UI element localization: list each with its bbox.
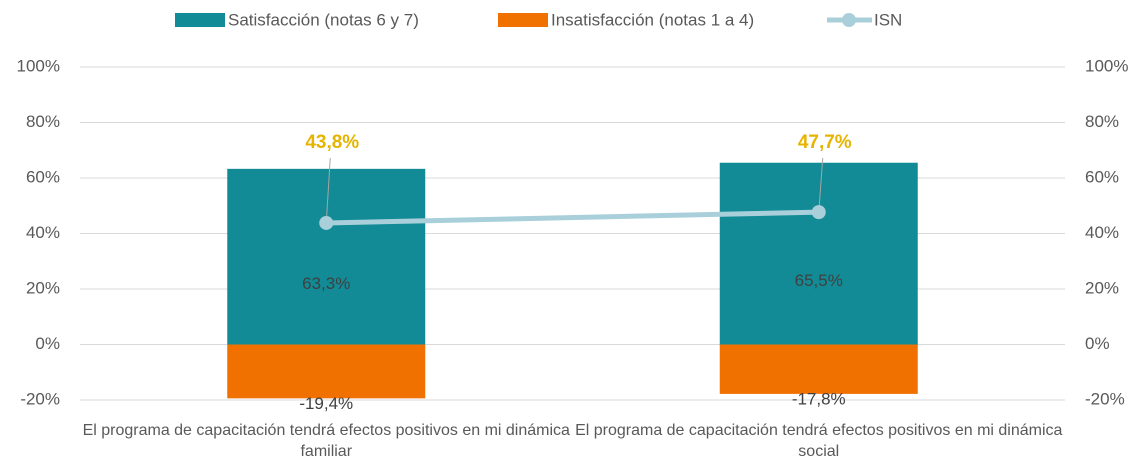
bar bbox=[227, 344, 426, 399]
y-tick-label: 100% bbox=[17, 56, 60, 75]
legend-label: ISN bbox=[874, 10, 902, 29]
y-tick-label: 40% bbox=[26, 223, 60, 242]
bar bbox=[719, 344, 918, 394]
bar bbox=[719, 162, 918, 345]
y2-tick-label: 20% bbox=[1085, 278, 1119, 297]
x-tick-label: El programa de capacitación tendrá efect… bbox=[575, 422, 1063, 460]
value-label: 65,5% bbox=[795, 271, 843, 290]
legend-swatch bbox=[175, 13, 225, 27]
y-tick-label: 60% bbox=[26, 167, 60, 186]
y-tick-label: 20% bbox=[26, 278, 60, 297]
legend-label: Satisfacción (notas 6 y 7) bbox=[228, 10, 419, 29]
y-tick-label: 80% bbox=[26, 112, 60, 131]
y2-tick-label: 80% bbox=[1085, 112, 1119, 131]
value-label: -19,4% bbox=[299, 394, 353, 413]
legend-swatch bbox=[498, 13, 548, 27]
x-tick-label: El programa de capacitación tendrá efect… bbox=[82, 422, 570, 460]
line-marker bbox=[811, 205, 826, 220]
y2-tick-label: -20% bbox=[1085, 389, 1125, 408]
value-label: 63,3% bbox=[302, 274, 350, 293]
leader-line bbox=[325, 157, 331, 223]
y2-tick-label: 60% bbox=[1085, 167, 1119, 186]
value-label: 43,8% bbox=[305, 132, 359, 153]
bar bbox=[227, 168, 426, 345]
y-tick-label: -20% bbox=[20, 389, 60, 408]
y2-tick-label: 0% bbox=[1085, 334, 1110, 353]
value-label: 47,7% bbox=[798, 132, 852, 153]
y2-tick-label: 100% bbox=[1085, 56, 1128, 75]
line bbox=[326, 209, 819, 226]
y2-tick-label: 40% bbox=[1085, 223, 1119, 242]
legend-label: Insatisfacción (notas 1 a 4) bbox=[551, 10, 754, 29]
y-tick-label: 0% bbox=[35, 334, 60, 353]
leader-line bbox=[818, 157, 824, 213]
legend-swatch bbox=[842, 13, 856, 27]
line-marker bbox=[319, 215, 334, 230]
value-label: -17,8% bbox=[792, 389, 846, 408]
